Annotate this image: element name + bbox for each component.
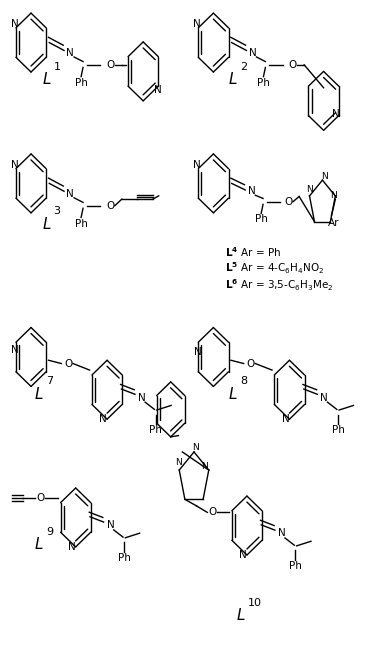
- Text: L: L: [42, 73, 51, 87]
- Text: N: N: [282, 414, 289, 424]
- Text: L: L: [35, 387, 43, 402]
- Text: L: L: [35, 538, 43, 552]
- Text: Ar: Ar: [327, 219, 339, 229]
- Text: N: N: [320, 392, 328, 403]
- Text: 7: 7: [46, 377, 53, 386]
- Text: N: N: [193, 160, 201, 170]
- Text: N: N: [66, 48, 74, 58]
- Text: N: N: [330, 191, 337, 200]
- Text: N: N: [175, 458, 182, 467]
- Text: N: N: [68, 542, 76, 552]
- Text: N: N: [154, 84, 162, 95]
- Text: L: L: [42, 217, 51, 231]
- Text: N: N: [11, 160, 19, 170]
- Text: N: N: [194, 346, 202, 357]
- Text: Ph: Ph: [118, 553, 131, 563]
- Text: 8: 8: [240, 377, 247, 386]
- Text: N: N: [193, 19, 201, 29]
- Text: Ph: Ph: [74, 78, 88, 88]
- Text: Ph: Ph: [255, 214, 268, 224]
- Text: 1: 1: [54, 62, 61, 72]
- Text: N: N: [99, 414, 107, 424]
- Text: N: N: [66, 189, 74, 199]
- Text: N: N: [192, 443, 199, 452]
- Text: O: O: [246, 358, 255, 369]
- Text: N: N: [239, 550, 247, 560]
- Text: N: N: [11, 345, 19, 356]
- Text: N: N: [306, 185, 313, 194]
- Text: N: N: [11, 19, 19, 29]
- Text: O: O: [106, 60, 114, 70]
- Text: 3: 3: [54, 206, 61, 216]
- Text: $\mathbf{L^5}$ Ar = 4-C$_6$H$_4$NO$_2$: $\mathbf{L^5}$ Ar = 4-C$_6$H$_4$NO$_2$: [225, 261, 324, 276]
- Text: 9: 9: [46, 527, 53, 537]
- Text: L: L: [236, 608, 245, 623]
- Text: O: O: [284, 196, 293, 207]
- Text: N: N: [107, 520, 114, 531]
- Text: N: N: [248, 186, 255, 196]
- Text: Ph: Ph: [289, 561, 302, 571]
- Text: Ph: Ph: [257, 78, 270, 88]
- Text: N: N: [278, 529, 286, 538]
- Text: N: N: [249, 48, 256, 58]
- Text: L: L: [229, 73, 237, 87]
- Text: 2: 2: [240, 62, 247, 72]
- Text: N: N: [201, 462, 208, 472]
- Text: Ph: Ph: [74, 219, 88, 229]
- Text: O: O: [288, 60, 297, 70]
- Text: $\mathbf{L^4}$ Ar = Ph: $\mathbf{L^4}$ Ar = Ph: [225, 245, 281, 259]
- Text: O: O: [106, 200, 114, 211]
- Text: O: O: [208, 508, 216, 517]
- Text: L: L: [229, 387, 237, 402]
- Text: O: O: [64, 358, 73, 369]
- Text: Ph: Ph: [331, 425, 345, 436]
- Text: N: N: [138, 392, 146, 403]
- Text: Ph: Ph: [149, 425, 162, 436]
- Text: N: N: [332, 109, 340, 119]
- Text: N: N: [321, 172, 328, 181]
- Text: O: O: [36, 493, 45, 503]
- Text: $\mathbf{L^6}$ Ar = 3,5-C$_6$H$_3$Me$_2$: $\mathbf{L^6}$ Ar = 3,5-C$_6$H$_3$Me$_2$: [225, 277, 334, 293]
- Text: 10: 10: [248, 598, 262, 608]
